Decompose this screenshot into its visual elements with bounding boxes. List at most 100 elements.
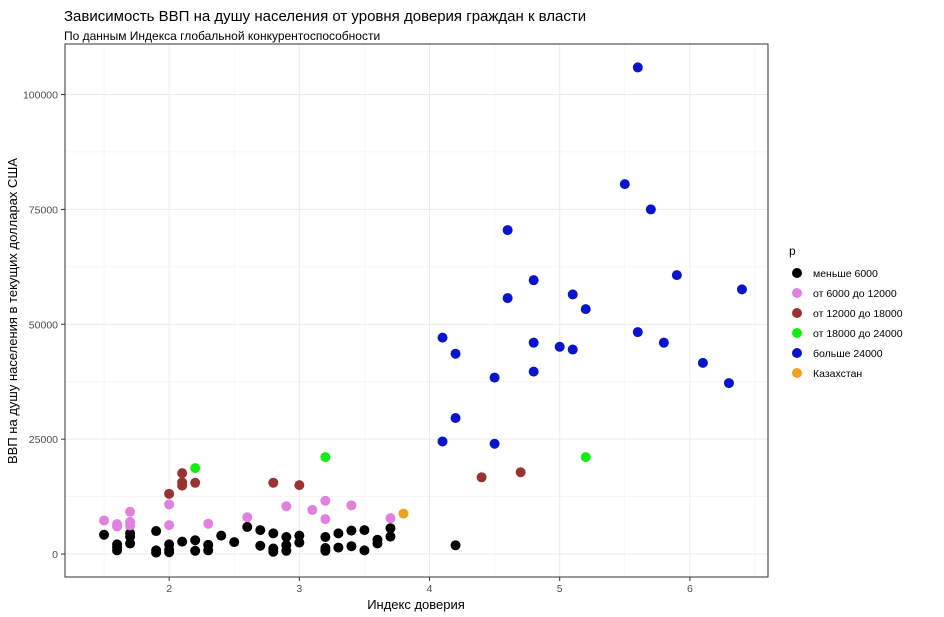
- data-points: [99, 62, 747, 558]
- data-point: [268, 543, 279, 554]
- data-point: [359, 525, 370, 536]
- data-point: [320, 514, 331, 525]
- y-tick-label: 50000: [29, 319, 58, 331]
- y-tick-label: 25000: [29, 434, 58, 446]
- data-point: [567, 289, 578, 300]
- data-point: [320, 532, 331, 543]
- x-tick-label: 3: [296, 583, 302, 595]
- data-point: [632, 327, 643, 338]
- data-point: [203, 539, 214, 550]
- data-point: [151, 545, 162, 556]
- data-point: [99, 529, 110, 540]
- data-point: [294, 480, 305, 491]
- data-point: [255, 525, 266, 536]
- data-point: [307, 504, 318, 515]
- data-point: [385, 513, 396, 524]
- data-point: [398, 508, 409, 519]
- data-point: [164, 539, 175, 550]
- y-axis-title: ВВП на душу населения в текущих долларах…: [5, 158, 20, 464]
- legend-label: от 6000 до 12000: [813, 288, 897, 300]
- data-point: [125, 528, 136, 539]
- data-point: [580, 304, 591, 315]
- data-point: [502, 225, 513, 236]
- data-point: [125, 538, 136, 549]
- legend-title: p: [789, 244, 796, 258]
- data-point: [437, 436, 448, 447]
- x-axis-title: Индекс доверия: [367, 597, 465, 612]
- y-tick-label: 75000: [29, 204, 58, 216]
- x-tick-label: 6: [687, 583, 693, 595]
- data-point: [450, 413, 461, 424]
- data-point: [112, 521, 123, 532]
- data-point: [216, 530, 227, 541]
- data-point: [736, 284, 747, 295]
- data-point: [385, 523, 396, 534]
- data-point: [580, 452, 591, 463]
- data-point: [372, 534, 383, 545]
- data-point: [619, 179, 630, 190]
- data-point: [723, 378, 734, 389]
- y-tick-label: 100000: [23, 90, 58, 102]
- legend-label: от 18000 до 24000: [813, 328, 903, 340]
- data-point: [333, 542, 344, 553]
- data-point: [320, 543, 331, 554]
- data-point: [346, 541, 357, 552]
- data-point: [190, 545, 201, 556]
- data-point: [528, 366, 539, 377]
- data-point: [242, 521, 253, 532]
- data-point: [346, 525, 357, 536]
- data-point: [450, 540, 461, 551]
- data-point: [489, 438, 500, 449]
- data-point: [281, 540, 292, 551]
- legend-key: [792, 288, 802, 298]
- data-point: [281, 532, 292, 543]
- x-tick-label: 4: [427, 583, 433, 595]
- data-point: [294, 537, 305, 548]
- data-point: [450, 348, 461, 359]
- legend-key: [792, 368, 802, 378]
- data-point: [346, 500, 357, 511]
- data-point: [320, 495, 331, 506]
- data-point: [203, 518, 214, 529]
- data-point: [164, 499, 175, 510]
- data-point: [697, 357, 708, 368]
- legend-key: [792, 268, 802, 278]
- chart-title: Зависимость ВВП на душу населения от уро…: [64, 8, 586, 25]
- x-axis-ticks: 2 3 4 5 6: [166, 577, 693, 595]
- data-point: [125, 506, 136, 517]
- data-point: [268, 477, 279, 488]
- x-tick-label: 2: [166, 583, 172, 595]
- data-point: [229, 537, 240, 548]
- data-point: [502, 293, 513, 304]
- data-point: [645, 204, 656, 215]
- legend-key: [792, 348, 802, 358]
- chart-subtitle: По данным Индекса глобальной конкурентос…: [64, 29, 380, 43]
- data-point: [528, 275, 539, 286]
- data-point: [125, 520, 136, 531]
- data-point: [567, 344, 578, 355]
- data-point: [359, 545, 370, 556]
- data-point: [177, 536, 188, 547]
- legend-label: Казахстан: [813, 368, 862, 380]
- x-tick-label: 5: [557, 583, 563, 595]
- data-point: [476, 472, 487, 483]
- plot-border: [64, 43, 769, 578]
- data-point: [255, 540, 266, 551]
- data-point: [164, 520, 175, 531]
- data-point: [190, 463, 201, 474]
- data-point: [190, 477, 201, 488]
- data-point: [658, 337, 669, 348]
- data-point: [333, 528, 344, 539]
- data-point: [294, 530, 305, 541]
- data-point: [437, 332, 448, 343]
- data-point: [554, 341, 565, 352]
- data-point: [112, 539, 123, 550]
- legend-key: [792, 328, 802, 338]
- data-point: [177, 468, 188, 479]
- y-axis-ticks: 0 25000 50000 75000 100000: [23, 90, 65, 561]
- data-point: [515, 467, 526, 478]
- data-point: [385, 531, 396, 542]
- data-point: [489, 372, 500, 383]
- data-point: [177, 480, 188, 491]
- data-point: [190, 535, 201, 546]
